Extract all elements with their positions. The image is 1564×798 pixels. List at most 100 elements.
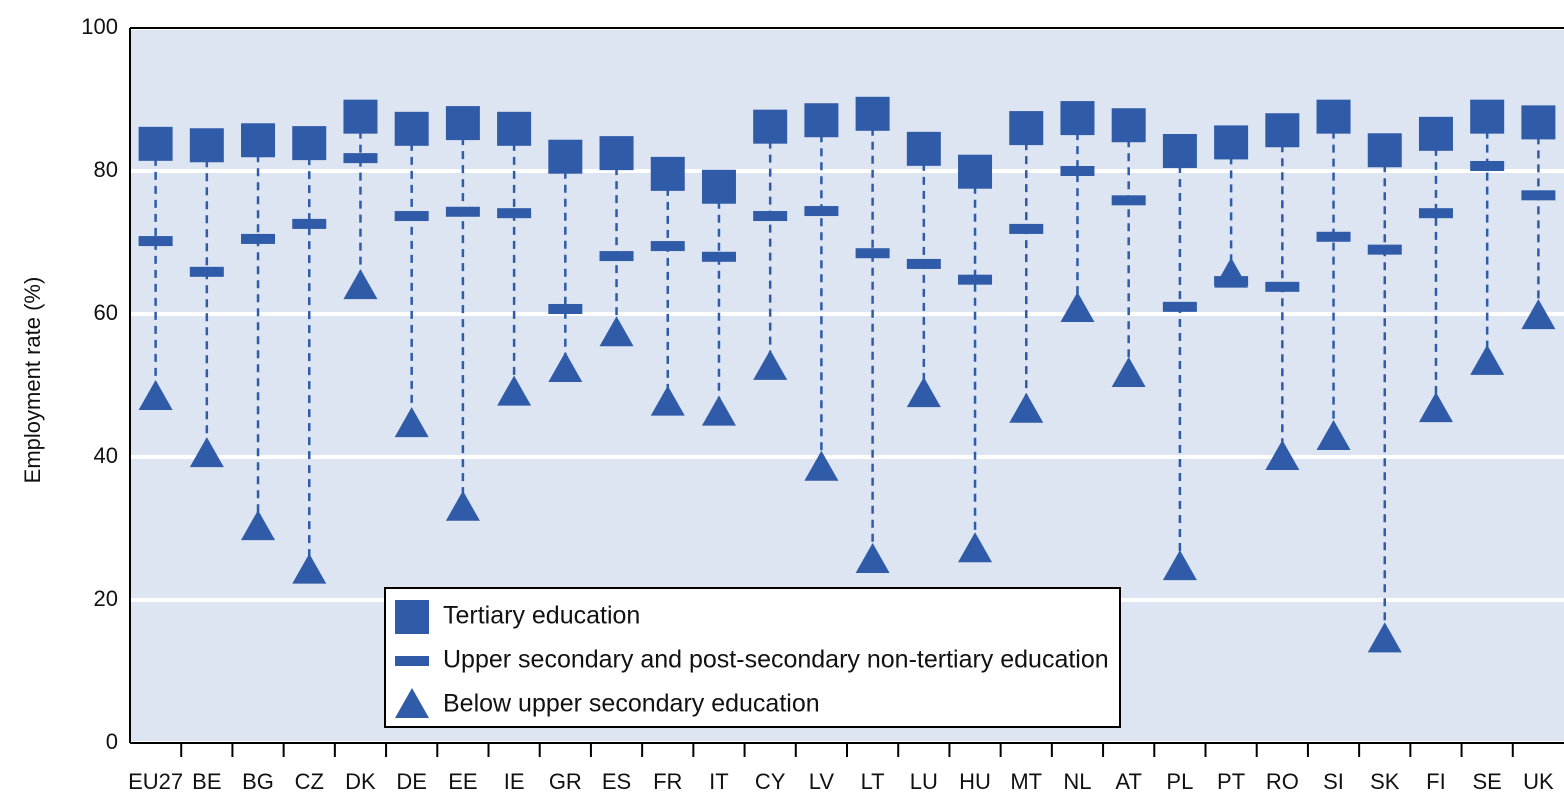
y-tick-label: 40 [94,443,118,468]
dash-marker [445,206,480,217]
dash-marker [395,656,429,666]
x-tick-label: LT [861,769,885,794]
x-tick-label: LV [809,769,835,794]
triangle-marker [701,395,736,426]
x-tick-label: UK [1523,769,1554,794]
x-tick-label: GR [549,769,582,794]
dash-marker [1418,208,1453,219]
triangle-marker [599,316,634,347]
square-marker [1367,133,1402,168]
y-tick-label: 20 [94,586,118,611]
triangle-marker [394,407,429,438]
dash-marker [906,258,941,269]
x-tick-label: PL [1166,769,1193,794]
dash-marker [189,266,224,277]
triangle-marker [138,379,173,410]
dash-marker [1111,195,1146,206]
x-tick-label: LU [910,769,938,794]
square-marker [1214,125,1249,160]
triangle-marker [855,542,890,573]
x-tick-label: FR [653,769,682,794]
square-marker [1009,111,1044,146]
x-tick-label: ES [602,769,631,794]
legend-box [384,587,1121,728]
dash-marker [1521,190,1556,201]
x-tick-label: EU27 [128,769,183,794]
triangle-marker [548,352,583,383]
y-tick-label: 0 [106,729,118,754]
triangle-marker [1009,392,1044,423]
triangle-marker [650,385,685,416]
square-marker [1470,99,1505,134]
square-marker [1111,108,1146,143]
triangle-marker [445,490,480,521]
dash-marker [1367,244,1402,255]
square-marker [292,126,327,161]
triangle-marker [1214,257,1249,288]
square-marker [394,111,429,146]
y-tick-label: 100 [81,14,118,39]
square-marker [189,128,224,163]
square-marker [701,169,736,204]
dash-marker [138,236,173,247]
triangle-marker [497,375,532,406]
x-tick-label: SK [1370,769,1400,794]
dash-marker [394,211,429,222]
square-marker [445,106,480,141]
triangle-marker [241,510,276,541]
dash-marker [804,206,839,217]
x-tick-label: PT [1217,769,1245,794]
dash-marker [343,153,378,164]
dash-marker [1265,281,1300,292]
dash-marker [1009,223,1044,234]
x-tick-label: FI [1426,769,1446,794]
square-marker [1060,101,1095,136]
triangle-marker [395,688,429,718]
square-marker [906,131,941,166]
square-marker [138,126,173,161]
triangle-marker [1162,550,1197,581]
dash-marker [650,241,685,252]
x-tick-label: CY [755,769,786,794]
dash-marker [241,233,276,244]
dash-marker [855,248,890,259]
triangle-marker [292,553,327,584]
x-tick-label: SE [1472,769,1501,794]
legend-label: Tertiary education [443,602,640,630]
square-marker [343,99,378,134]
square-marker [650,156,685,191]
triangle-marker [958,532,993,563]
dash-marker [292,218,327,229]
dash-marker [1162,301,1197,312]
y-axis-label: Employment rate (%) [20,277,45,484]
x-tick-label: MT [1010,769,1042,794]
square-marker [395,600,429,634]
square-marker [855,96,890,131]
x-tick-label: AT [1115,769,1141,794]
legend-label: Upper secondary and post-secondary non-t… [443,646,1109,674]
x-tick-label: DK [345,769,376,794]
x-tick-label: IT [709,769,729,794]
x-tick-label: RO [1266,769,1299,794]
legend-label: Below upper secondary education [443,690,820,718]
dash-marker [1060,166,1095,176]
x-tick-label: DE [396,769,427,794]
square-marker [241,123,276,158]
triangle-marker [343,269,378,300]
square-marker [1418,116,1453,151]
square-marker [958,154,993,189]
x-tick-label: BE [192,769,221,794]
triangle-marker [753,349,788,380]
dash-marker [958,274,993,285]
x-tick-label: BG [242,769,274,794]
triangle-marker [1470,344,1505,375]
x-tick-label: NL [1063,769,1091,794]
square-marker [753,109,788,144]
dash-marker [548,303,583,314]
y-tick-label: 60 [94,300,118,325]
triangle-marker [1418,392,1453,423]
triangle-marker [1367,622,1402,653]
square-marker [497,111,532,146]
dash-marker [599,251,634,262]
triangle-marker [1521,299,1556,330]
